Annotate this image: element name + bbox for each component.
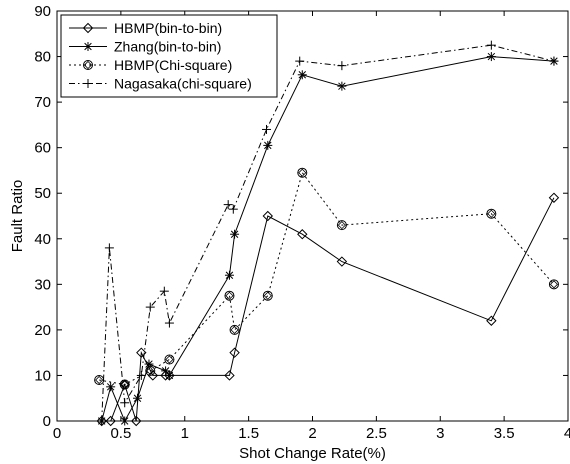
data-point-marker bbox=[225, 271, 234, 280]
data-point-marker bbox=[263, 291, 272, 300]
data-point-marker bbox=[95, 376, 104, 385]
x-tick-label: 4 bbox=[564, 425, 570, 442]
data-point-marker bbox=[487, 41, 496, 50]
data-point-marker bbox=[549, 193, 558, 202]
x-tick-label: 0 bbox=[53, 425, 61, 442]
x-tick-label: 2.5 bbox=[366, 425, 387, 442]
legend-label: HBMP(bin-to-bin) bbox=[114, 20, 222, 36]
legend-label: Nagasaka(chi-square) bbox=[114, 76, 252, 92]
series-1 bbox=[97, 193, 558, 425]
x-tick-label: 1.5 bbox=[238, 425, 259, 442]
data-point-marker bbox=[262, 125, 271, 134]
data-point-marker bbox=[165, 355, 174, 364]
x-tick-label: 2 bbox=[308, 425, 316, 442]
data-point-marker bbox=[229, 205, 238, 214]
y-tick-label: 20 bbox=[34, 322, 51, 339]
x-tick-label: 1 bbox=[181, 425, 189, 442]
series-line bbox=[102, 45, 554, 421]
data-point-marker bbox=[298, 168, 307, 177]
data-point-marker bbox=[105, 243, 114, 252]
y-tick-label: 50 bbox=[34, 185, 51, 202]
legend-label: Zhang(bin-to-bin) bbox=[114, 39, 221, 55]
data-point-marker bbox=[295, 57, 304, 66]
data-point-marker bbox=[263, 141, 272, 150]
data-point-marker bbox=[230, 230, 239, 239]
data-point-marker bbox=[230, 325, 239, 334]
data-point-marker bbox=[298, 70, 307, 79]
x-tick-label: 3.5 bbox=[494, 425, 515, 442]
data-point-marker bbox=[337, 61, 346, 70]
data-point-marker bbox=[549, 280, 558, 289]
series-4 bbox=[97, 41, 558, 426]
series-line bbox=[99, 173, 554, 385]
data-point-marker bbox=[133, 394, 142, 403]
y-tick-label: 40 bbox=[34, 231, 51, 248]
legend-label: HBMP(Chi-square) bbox=[114, 57, 232, 73]
data-point-marker bbox=[106, 382, 115, 391]
y-tick-label: 10 bbox=[34, 367, 51, 384]
data-point-marker bbox=[225, 291, 234, 300]
legend: HBMP(bin-to-bin) Zhang(bin-to-bin) HBMP(Ch… bbox=[61, 15, 277, 97]
y-tick-label: 80 bbox=[34, 49, 51, 66]
x-tick-label: 0.5 bbox=[110, 425, 131, 442]
legend-marker bbox=[84, 42, 93, 51]
series-3 bbox=[95, 168, 559, 389]
y-axis-title: Fault Ratio bbox=[9, 180, 26, 253]
series-line bbox=[102, 198, 554, 421]
data-point-marker bbox=[161, 366, 170, 375]
data-point-marker bbox=[224, 200, 233, 209]
data-point-marker bbox=[337, 82, 346, 91]
series-layer bbox=[95, 41, 559, 426]
data-point-marker bbox=[120, 398, 129, 407]
y-tick-label: 30 bbox=[34, 276, 51, 293]
y-tick-label: 70 bbox=[34, 94, 51, 111]
data-point-marker bbox=[487, 52, 496, 61]
series-line bbox=[102, 57, 554, 421]
data-point-marker bbox=[165, 319, 174, 328]
series-2 bbox=[97, 52, 558, 425]
y-tick-label: 90 bbox=[34, 3, 51, 20]
y-tick-label: 60 bbox=[34, 140, 51, 157]
data-point-marker bbox=[165, 371, 174, 380]
x-tick-label: 3 bbox=[436, 425, 444, 442]
x-axis-title: Shot Change Rate(%) bbox=[239, 445, 386, 462]
y-tick-label: 0 bbox=[43, 413, 51, 430]
